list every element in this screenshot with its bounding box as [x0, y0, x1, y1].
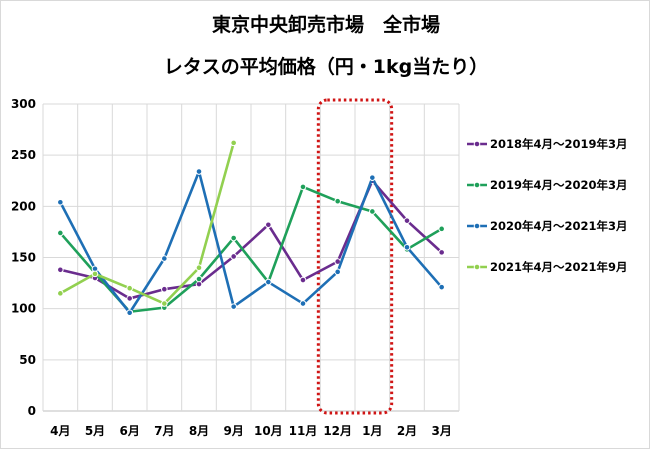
data-point: [57, 290, 64, 297]
grid-lines: [42, 103, 460, 412]
y-tick-label: 0: [28, 404, 36, 418]
data-point: [369, 174, 376, 181]
legend-item: 2018年4月～2019年3月: [467, 137, 628, 151]
legend-marker: [473, 263, 481, 271]
data-point: [299, 276, 307, 284]
data-point: [161, 255, 168, 262]
legend-label: 2020年4月～2021年3月: [490, 219, 628, 233]
legend-item: 2019年4月～2020年3月: [467, 178, 628, 192]
highlight-box-group: [316, 98, 394, 415]
x-tick-label: 3月: [431, 424, 451, 438]
x-tick-label: 12月: [323, 424, 352, 438]
data-point: [195, 168, 203, 175]
data-point: [438, 225, 445, 233]
legend-label: 2019年4月～2020年3月: [490, 178, 628, 192]
data-point: [161, 300, 168, 307]
data-point: [299, 183, 307, 191]
legend-item: 2021年4月～2021年9月: [467, 260, 628, 274]
x-tick-label: 11月: [289, 424, 318, 438]
series-line: [59, 170, 443, 315]
data-point: [126, 309, 133, 317]
x-tick-label: 5月: [85, 424, 105, 438]
data-point: [57, 198, 64, 206]
legend-marker: [473, 140, 481, 148]
x-tick-label: 10月: [254, 424, 283, 438]
data-point: [334, 197, 341, 205]
x-tick-label: 7月: [154, 424, 174, 438]
data-point: [438, 283, 445, 291]
highlight-box: [316, 98, 394, 415]
x-tick-label: 6月: [119, 424, 139, 438]
legend: 2018年4月～2019年3月 2019年4月～2020年3月 2020年4月～20…: [467, 137, 628, 274]
data-point: [403, 217, 411, 224]
legend-label: 2018年4月～2019年3月: [490, 137, 628, 151]
data-point: [438, 249, 445, 256]
data-point: [369, 208, 376, 215]
y-tick-label: 100: [11, 302, 36, 316]
y-tick-label: 250: [11, 148, 36, 162]
series-3: [57, 168, 445, 317]
series-group: [57, 139, 445, 317]
x-axis-ticks: 4月 5月 6月 7月 8月 9月 10月 11月 12月 1月 2月 3月: [50, 424, 452, 438]
data-point: [265, 221, 272, 229]
chart-subtitle: レタスの平均価格（円・1kg当たり）: [164, 55, 488, 78]
data-point: [57, 266, 64, 274]
legend-label: 2021年4月～2021年9月: [490, 260, 628, 274]
data-point: [230, 139, 237, 147]
y-tick-label: 150: [11, 251, 36, 265]
y-tick-label: 50: [19, 353, 36, 367]
series-4: [57, 139, 237, 307]
data-point: [195, 264, 203, 272]
chart-title: 東京中央卸売市場 全市場: [212, 13, 440, 36]
legend-marker: [473, 181, 481, 189]
data-point: [195, 275, 203, 283]
data-point: [161, 285, 168, 293]
data-point: [230, 234, 237, 242]
y-axis-ticks: 0 50 100 150 200 250 300: [11, 97, 36, 418]
data-point: [91, 270, 99, 278]
x-tick-label: 2月: [397, 424, 417, 438]
data-point: [265, 278, 272, 286]
data-point: [334, 268, 341, 276]
y-tick-label: 200: [11, 199, 36, 213]
data-point: [230, 303, 237, 310]
x-tick-label: 1月: [362, 424, 382, 438]
y-tick-label: 300: [11, 97, 36, 111]
x-tick-label: 9月: [223, 424, 243, 438]
data-point: [403, 243, 411, 251]
data-point: [126, 284, 133, 292]
data-point: [230, 253, 237, 260]
data-point: [299, 300, 307, 307]
x-tick-label: 4月: [50, 424, 70, 438]
legend-item: 2020年4月～2021年3月: [467, 219, 628, 233]
data-point: [57, 229, 64, 237]
legend-marker: [473, 222, 481, 230]
x-tick-label: 8月: [189, 424, 209, 438]
series-line: [59, 142, 235, 305]
data-point: [126, 295, 133, 302]
